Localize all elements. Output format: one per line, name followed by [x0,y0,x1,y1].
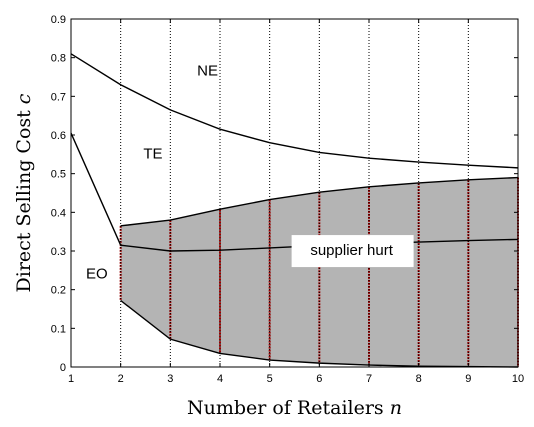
annotation-label: NE [197,62,218,79]
y-tick-label: 0.2 [51,285,66,297]
x-tick-label: 3 [167,373,173,385]
annotations-layer: NE TE EO supplier hurt [86,62,414,282]
annotation-box [291,235,414,268]
y-axis-label: Direct Selling Cost c [13,93,35,292]
x-tick-label: 5 [267,373,273,385]
annotation-label: supplier hurt [310,242,393,259]
y-tick-label: 0.7 [51,91,66,103]
annotation-label: EO [86,265,108,282]
annotation-label: TE [143,145,162,162]
y-tick-label: 0.4 [51,207,66,219]
x-tick-label: 1 [68,373,74,385]
y-tick-label: 0.6 [51,130,66,142]
x-tick-label: 4 [217,373,223,385]
ticks-layer: 1 2 3 4 5 6 7 8 9 10 0 0.1 0.2 0.3 0.4 0.5 0.6 0.7 0.8 0.9 [51,14,524,385]
y-tick-label: 0.8 [51,53,66,65]
y-tick-label: 0.1 [51,323,66,335]
x-tick-label: 2 [118,373,124,385]
y-tick-label: 0.5 [51,169,66,181]
y-tick-label: 0.3 [51,246,66,258]
x-tick-label: 9 [465,373,471,385]
x-tick-label: 6 [316,373,322,385]
series-line [120,176,519,227]
x-tick-label: 7 [366,373,372,385]
y-tick-label: 0.9 [51,14,66,26]
plot-frame [70,18,519,368]
series-line [70,53,519,169]
grid-layer [120,19,469,367]
x-axis-label: Number of Retailers n [187,397,402,419]
x-tick-label: 10 [512,373,524,385]
y-tick-label: 0 [60,362,66,374]
x-tick-label: 8 [416,373,422,385]
